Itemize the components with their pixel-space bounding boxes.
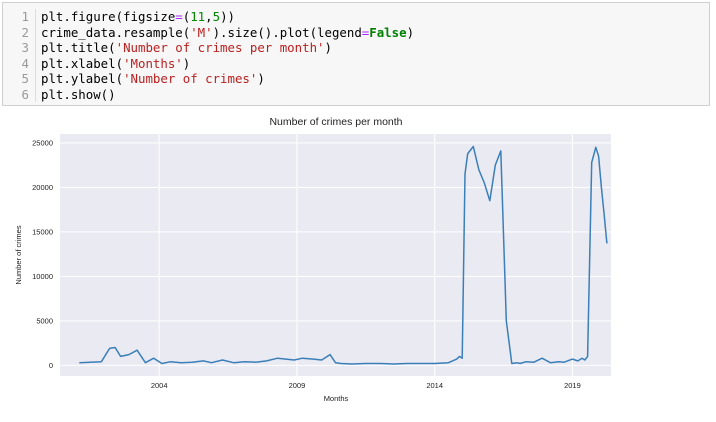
code-text[interactable]: crime_data.resample('M').size().plot(leg… bbox=[36, 25, 414, 41]
x-axis-ticks: 2004 2009 2014 2019 bbox=[151, 381, 581, 390]
code-token: 'Number of crimes per month' bbox=[115, 40, 325, 55]
code-token: 11 bbox=[190, 9, 206, 24]
code-token: = bbox=[175, 9, 183, 24]
crimes-line-chart: Number of crimes per month 2004 2009 2014 2… bbox=[14, 116, 611, 403]
grid-lines bbox=[60, 134, 611, 376]
code-line[interactable]: 6 plt.show() bbox=[3, 86, 709, 103]
code-line[interactable]: 4 plt.xlabel('Months') bbox=[3, 55, 709, 72]
chart-title: Number of crimes per month bbox=[269, 116, 402, 128]
y-tick-label: 20000 bbox=[32, 183, 53, 192]
x-tick-label: 2014 bbox=[426, 381, 443, 390]
code-token: ) bbox=[182, 55, 191, 71]
y-tick-label: 0 bbox=[49, 361, 53, 370]
code-token: ( bbox=[182, 9, 191, 24]
code-token: ) bbox=[406, 24, 415, 40]
line-number: 3 bbox=[3, 40, 36, 56]
y-tick-label: 15000 bbox=[32, 227, 53, 236]
code-token: 'M' bbox=[190, 24, 213, 40]
x-axis-label: Months bbox=[324, 394, 349, 403]
y-tick-label: 25000 bbox=[32, 138, 53, 147]
code-text[interactable]: plt.figure(figsize=(11,5)) bbox=[36, 9, 235, 25]
code-token: plt.ylabel( bbox=[41, 71, 124, 86]
output-area: Number of crimes per month 2004 2009 2014 2… bbox=[0, 110, 716, 417]
code-token: crime_data.resample( bbox=[41, 24, 191, 40]
x-tick-label: 2009 bbox=[289, 381, 306, 390]
line-number: 4 bbox=[3, 55, 36, 71]
code-token: )) bbox=[220, 9, 235, 24]
code-line[interactable]: 2 crime_data.resample('M').size().plot(le… bbox=[3, 24, 709, 41]
code-cell[interactable]: 1 plt.figure(figsize=(11,5)) 2 crime_data.r… bbox=[2, 2, 710, 106]
code-token: plt.title( bbox=[41, 40, 116, 55]
code-token: ) bbox=[257, 71, 265, 86]
code-token: plt.xlabel( bbox=[41, 55, 124, 71]
code-token: 'Months' bbox=[123, 55, 183, 71]
line-number: 1 bbox=[3, 9, 36, 25]
code-token: ).size().plot(legend bbox=[212, 24, 362, 40]
y-axis-label: Number of crimes bbox=[14, 225, 23, 284]
code-token: False bbox=[369, 24, 407, 40]
code-token: 5 bbox=[212, 9, 221, 24]
code-editor[interactable]: 1 plt.figure(figsize=(11,5)) 2 crime_data.r… bbox=[3, 9, 709, 102]
series-line-crime-count bbox=[79, 145, 608, 365]
code-token: plt.figure(figsize bbox=[41, 9, 176, 24]
code-text[interactable]: plt.show() bbox=[36, 87, 116, 103]
line-number: 5 bbox=[3, 71, 36, 87]
code-token: 'Number of crimes' bbox=[123, 71, 258, 86]
code-text[interactable]: plt.ylabel('Number of crimes') bbox=[36, 71, 265, 87]
code-text[interactable]: plt.title('Number of crimes per month') bbox=[36, 40, 332, 56]
x-tick-label: 2019 bbox=[564, 381, 581, 390]
x-tick-label: 2004 bbox=[151, 381, 168, 390]
y-axis-ticks: 0 5000 10000 15000 20000 25000 bbox=[32, 138, 53, 369]
code-token: , bbox=[205, 9, 213, 24]
code-token: plt.show() bbox=[41, 86, 116, 102]
code-line[interactable]: 5 plt.ylabel('Number of crimes') bbox=[3, 71, 709, 87]
y-tick-label: 10000 bbox=[32, 272, 53, 281]
code-token: ) bbox=[324, 40, 332, 55]
y-tick-label: 5000 bbox=[36, 316, 53, 325]
code-line[interactable]: 3 plt.title('Number of crimes per month') bbox=[3, 40, 709, 56]
code-line[interactable]: 1 plt.figure(figsize=(11,5)) bbox=[3, 9, 709, 25]
line-number: 2 bbox=[3, 24, 36, 40]
code-text[interactable]: plt.xlabel('Months') bbox=[36, 56, 190, 72]
code-token: = bbox=[361, 24, 370, 40]
line-number: 6 bbox=[3, 86, 36, 102]
plot-area bbox=[60, 134, 611, 376]
